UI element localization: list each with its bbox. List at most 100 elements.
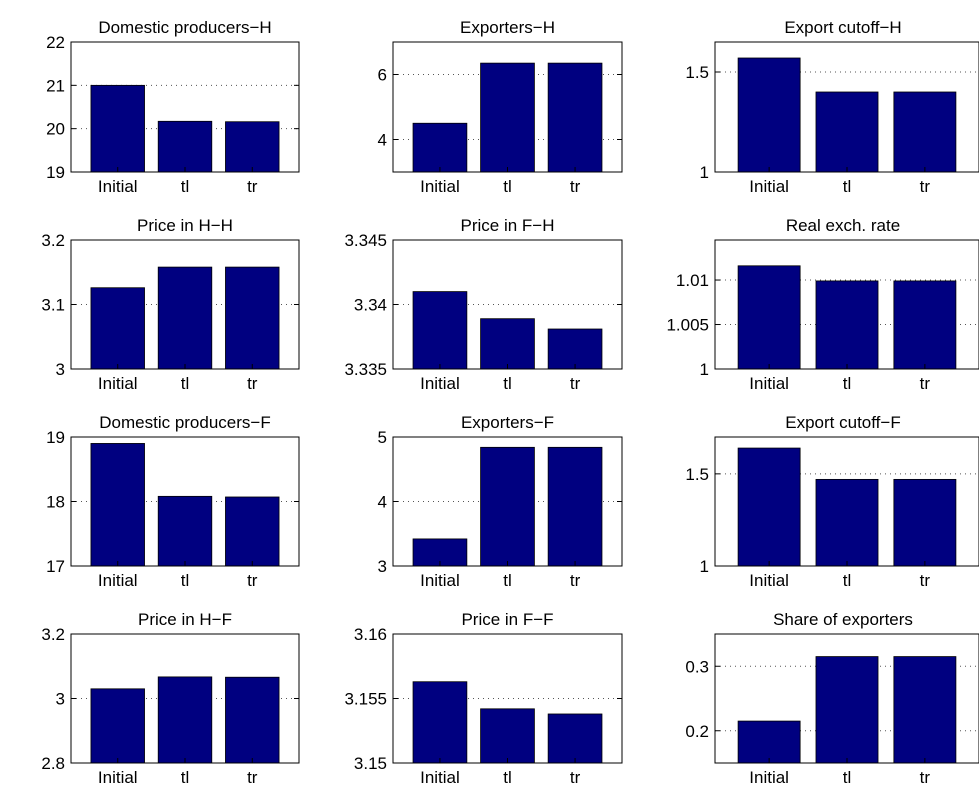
- chart-panel-11: 3.15 3.155 3.16 Initial tl tr Price in F−F: [344, 610, 623, 787]
- x-tick-label: tl: [503, 768, 512, 787]
- y-tick-label: 0.2: [685, 722, 709, 741]
- chart-title: Exporters−F: [461, 413, 554, 432]
- x-tick-label: Initial: [420, 374, 460, 393]
- chart-title: Domestic producers−H: [98, 18, 271, 37]
- x-tick-label: Initial: [98, 374, 138, 393]
- x-tick-label: tl: [843, 571, 852, 590]
- chart-panel-12: 0.2 0.3 Initial tl tr Share of exporters: [685, 610, 979, 787]
- y-tick-label: 3.2: [41, 231, 65, 250]
- x-tick-label: tl: [181, 571, 190, 590]
- y-tick-label: 3.2: [41, 625, 65, 644]
- bar-initial: [737, 57, 801, 173]
- y-tick-label: 1.5: [685, 63, 709, 82]
- bar-tr: [893, 478, 957, 567]
- y-tick-label: 6: [378, 66, 387, 85]
- bar-tr: [225, 496, 280, 567]
- x-tick-label: Initial: [98, 571, 138, 590]
- x-tick-label: tr: [920, 177, 931, 196]
- chart-panel-7: 17 18 19 Initial tl tr Domestic producers−F: [46, 413, 300, 590]
- y-tick-label: 1.5: [685, 465, 709, 484]
- bar-initial: [90, 688, 145, 764]
- bar-tr: [547, 62, 603, 173]
- x-tick-label: tl: [181, 768, 190, 787]
- y-tick-label: 1.005: [666, 316, 709, 335]
- y-tick-label: 3.34: [354, 296, 387, 315]
- bar-tr: [547, 446, 603, 567]
- bar-tl: [157, 120, 213, 173]
- bar-tr: [893, 91, 957, 173]
- y-tick-label: 3.335: [344, 360, 387, 379]
- chart-title: Export cutoff−H: [784, 18, 901, 37]
- y-tick-label: 20: [46, 120, 65, 139]
- y-tick-label: 3: [378, 557, 387, 576]
- y-tick-label: 5: [378, 428, 387, 447]
- chart-title: Price in F−H: [461, 216, 555, 235]
- x-tick-label: tl: [181, 374, 190, 393]
- bar-initial: [412, 291, 468, 370]
- y-tick-label: 4: [378, 131, 387, 150]
- chart-title: Share of exporters: [773, 610, 913, 629]
- bar-tl: [157, 676, 213, 764]
- chart-title: Exporters−H: [460, 18, 555, 37]
- x-tick-label: tr: [247, 571, 258, 590]
- x-tick-label: tr: [570, 374, 581, 393]
- x-tick-label: tr: [247, 374, 258, 393]
- y-tick-label: 3.15: [354, 754, 387, 773]
- x-tick-label: Initial: [749, 177, 789, 196]
- x-tick-label: tl: [181, 177, 190, 196]
- chart-panel-10: 2.8 3 3.2 Initial tl tr Price in H−F: [41, 610, 300, 787]
- x-tick-label: tr: [247, 177, 258, 196]
- bar-tl: [480, 318, 535, 370]
- y-tick-label: 0.3: [685, 657, 709, 676]
- bar-tl: [815, 280, 879, 370]
- y-tick-label: 3.1: [41, 296, 65, 315]
- y-tick-label: 3: [56, 690, 65, 709]
- y-tick-label: 21: [46, 76, 65, 95]
- x-tick-label: tr: [920, 571, 931, 590]
- chart-title: Real exch. rate: [786, 216, 900, 235]
- y-tick-label: 3.155: [344, 690, 387, 709]
- x-tick-label: tl: [503, 374, 512, 393]
- x-tick-label: Initial: [749, 571, 789, 590]
- chart-title: Price in H−H: [137, 216, 233, 235]
- bar-initial: [412, 681, 468, 764]
- bar-tl: [815, 656, 879, 764]
- chart-panel-5: 3.335 3.34 3.345 Initial tl tr Price in F−H: [344, 216, 623, 393]
- x-tick-label: tr: [920, 768, 931, 787]
- chart-panel-8: 3 4 5 Initial tl tr Exporters−F: [378, 413, 623, 590]
- x-tick-label: Initial: [420, 571, 460, 590]
- x-tick-label: tl: [503, 177, 512, 196]
- x-tick-label: tr: [570, 768, 581, 787]
- x-tick-label: tl: [843, 374, 852, 393]
- y-tick-label: 3: [56, 360, 65, 379]
- chart-panel-6: 1 1.005 1.01 Initial tl tr Real exch. rate: [666, 216, 979, 393]
- bar-initial: [737, 447, 801, 567]
- bar-initial: [737, 265, 801, 370]
- x-tick-label: Initial: [749, 768, 789, 787]
- bar-tl: [815, 91, 879, 173]
- chart-title: Export cutoff−F: [785, 413, 900, 432]
- x-tick-label: tr: [920, 374, 931, 393]
- y-tick-label: 2.8: [41, 754, 65, 773]
- bar-initial: [90, 443, 145, 567]
- y-tick-label: 3.345: [344, 231, 387, 250]
- x-tick-label: Initial: [98, 177, 138, 196]
- x-tick-label: tl: [503, 571, 512, 590]
- chart-panel-3: 1 1.5 Initial tl tr Export cutoff−H: [685, 18, 979, 196]
- bar-tr: [225, 676, 280, 764]
- bar-tr: [893, 656, 957, 764]
- y-tick-label: 3.16: [354, 625, 387, 644]
- x-tick-label: Initial: [420, 177, 460, 196]
- x-tick-label: tl: [843, 177, 852, 196]
- bar-tl: [480, 708, 535, 764]
- x-tick-label: Initial: [98, 768, 138, 787]
- chart-panel-1: 19 20 21 22 Initial tl tr Domestic producers−H: [46, 18, 300, 196]
- bar-tr: [225, 121, 280, 173]
- chart-title: Price in H−F: [138, 610, 232, 629]
- x-tick-label: Initial: [749, 374, 789, 393]
- bar-tl: [480, 62, 535, 173]
- x-tick-label: tr: [570, 571, 581, 590]
- bar-tr: [893, 280, 957, 370]
- x-tick-label: tl: [843, 768, 852, 787]
